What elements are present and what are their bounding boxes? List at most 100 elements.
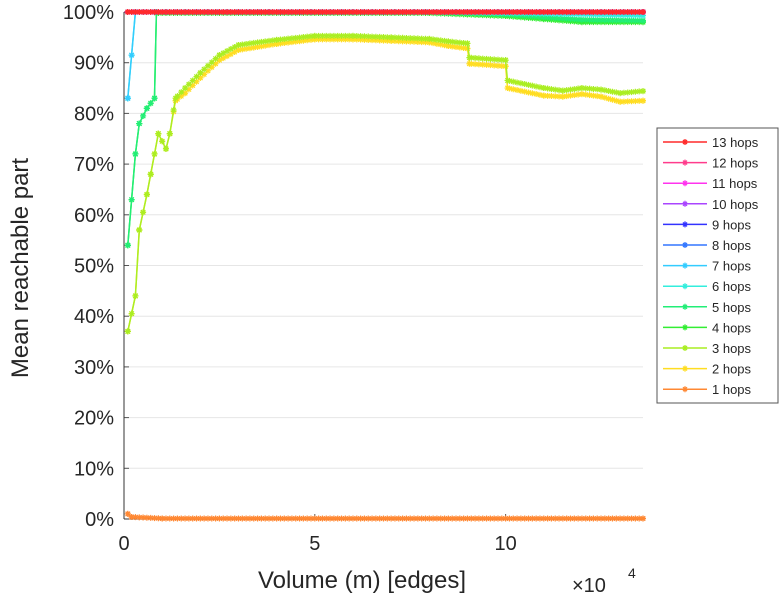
series-line — [127, 11, 643, 99]
data-point-marker — [613, 17, 620, 24]
data-point-marker — [640, 17, 646, 24]
data-point-marker — [483, 61, 490, 68]
data-point-marker — [571, 16, 578, 23]
data-point-marker — [140, 514, 147, 521]
data-point-marker — [510, 86, 517, 93]
data-point-marker — [624, 9, 631, 15]
data-point-marker — [365, 33, 372, 40]
data-point-marker — [594, 515, 601, 522]
data-point-marker — [174, 96, 181, 103]
legend-marker-icon — [682, 159, 688, 166]
data-point-marker — [166, 515, 173, 522]
data-point-marker — [433, 40, 440, 47]
data-point-marker — [491, 9, 498, 15]
data-point-marker — [266, 515, 273, 522]
data-point-marker — [174, 9, 181, 15]
data-point-marker — [498, 9, 505, 15]
data-point-marker — [285, 35, 292, 42]
data-point-marker — [155, 515, 162, 522]
data-point-marker — [456, 9, 463, 15]
data-point-marker — [216, 9, 223, 15]
series-1-hops — [124, 510, 646, 522]
data-point-marker — [231, 9, 238, 15]
data-point-marker — [136, 120, 143, 127]
data-point-marker — [418, 39, 425, 46]
data-point-marker — [224, 515, 231, 522]
data-point-marker — [483, 515, 490, 522]
data-point-marker — [475, 55, 482, 62]
data-point-marker — [281, 9, 288, 15]
data-point-marker — [327, 515, 334, 522]
data-point-marker — [292, 34, 299, 41]
data-point-marker — [411, 9, 418, 15]
legend-entry-label: 5 hops — [712, 300, 752, 315]
data-point-marker — [407, 9, 414, 15]
data-point-marker — [620, 17, 627, 24]
data-point-marker — [529, 90, 536, 97]
y-tick-label: 60% — [74, 205, 114, 227]
data-point-marker — [258, 515, 265, 522]
data-point-marker — [277, 515, 284, 522]
series-2-hops — [124, 36, 646, 335]
data-point-marker — [330, 32, 337, 39]
data-point-marker — [453, 9, 460, 15]
data-point-marker — [411, 38, 418, 45]
data-point-marker — [227, 51, 234, 58]
data-point-marker — [147, 100, 154, 107]
data-point-marker — [502, 9, 509, 15]
data-point-marker — [208, 64, 215, 71]
data-point-marker — [449, 515, 456, 522]
data-point-marker — [132, 514, 139, 521]
data-point-marker — [346, 9, 353, 15]
data-point-marker — [197, 74, 204, 81]
data-point-marker — [491, 515, 498, 522]
data-point-marker — [285, 9, 292, 15]
series-13-hops — [124, 9, 646, 15]
data-point-marker — [552, 515, 559, 522]
data-point-marker — [594, 86, 601, 93]
x-axis-multiplier: ×10 — [572, 575, 606, 597]
data-point-marker — [506, 9, 513, 15]
data-point-marker — [376, 515, 383, 522]
data-point-marker — [403, 38, 410, 45]
data-point-marker — [174, 515, 181, 522]
data-point-marker — [239, 46, 246, 53]
data-point-marker — [437, 41, 444, 48]
data-point-marker — [510, 78, 517, 85]
data-point-marker — [617, 17, 624, 24]
data-point-marker — [224, 48, 231, 55]
data-point-marker — [418, 35, 425, 42]
data-point-marker — [327, 36, 334, 43]
data-point-marker — [273, 40, 280, 47]
data-point-marker — [414, 9, 421, 15]
data-point-marker — [567, 92, 574, 99]
legend-marker-icon — [682, 262, 688, 269]
data-point-marker — [430, 36, 437, 43]
data-point-marker — [617, 515, 624, 522]
data-point-marker — [124, 328, 131, 335]
data-point-marker — [624, 515, 631, 522]
data-point-marker — [605, 17, 612, 24]
legend-marker-icon — [682, 200, 688, 207]
data-point-marker — [632, 88, 639, 95]
data-point-marker — [601, 94, 608, 101]
data-point-marker — [300, 34, 307, 41]
data-point-marker — [575, 9, 582, 15]
data-point-marker — [250, 44, 257, 51]
data-point-marker — [556, 87, 563, 94]
data-point-marker — [250, 515, 257, 522]
data-point-marker — [155, 9, 162, 15]
data-point-marker — [376, 33, 383, 40]
data-point-marker — [361, 515, 368, 522]
data-point-marker — [307, 36, 314, 43]
data-point-marker — [582, 85, 589, 92]
data-point-marker — [502, 57, 509, 64]
data-point-marker — [533, 83, 540, 90]
data-point-marker — [338, 32, 345, 39]
data-point-marker — [262, 9, 269, 15]
data-point-marker — [239, 9, 246, 15]
data-point-marker — [159, 515, 166, 522]
data-point-marker — [395, 38, 402, 45]
data-point-marker — [254, 43, 261, 50]
data-point-marker — [494, 62, 501, 69]
